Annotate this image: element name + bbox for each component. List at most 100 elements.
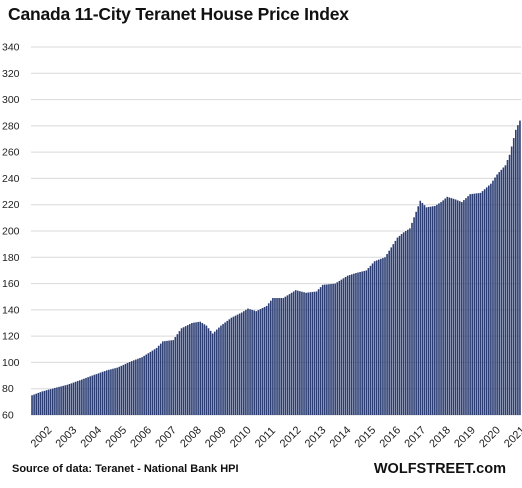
bar (199, 321, 202, 415)
bar (76, 380, 79, 415)
bar (122, 364, 125, 415)
bar (392, 244, 395, 415)
bar (296, 290, 299, 415)
bar (475, 193, 478, 415)
bar (319, 287, 322, 415)
bar (510, 146, 513, 416)
bar (130, 361, 133, 415)
bar (340, 279, 343, 415)
bar (224, 322, 226, 415)
bar (438, 203, 440, 415)
bar (186, 325, 189, 415)
y-tick-label: 220 (2, 199, 20, 211)
bar (253, 310, 256, 415)
bar (334, 283, 336, 415)
bar (467, 196, 469, 415)
bar (60, 386, 62, 415)
bar (436, 204, 438, 415)
bar (58, 386, 60, 415)
bar (43, 390, 46, 415)
bar (153, 349, 156, 415)
bar (132, 360, 135, 415)
bar (145, 354, 148, 415)
bar (197, 321, 199, 415)
bar (303, 292, 305, 415)
bar (31, 395, 33, 415)
bars (31, 120, 521, 416)
bar (305, 292, 307, 415)
bar (159, 343, 162, 415)
bar (294, 290, 297, 415)
bar (228, 319, 231, 415)
bar (112, 368, 114, 415)
bar (332, 283, 334, 415)
bar (245, 309, 247, 415)
bar (168, 340, 170, 415)
bar (346, 275, 349, 415)
bar (402, 232, 405, 415)
bar (68, 383, 71, 415)
bar (506, 160, 509, 415)
bar (139, 357, 141, 415)
bar (363, 270, 366, 415)
x-tick-label: 2003 (54, 424, 80, 450)
y-tick-label: 200 (2, 226, 20, 238)
bar (425, 207, 428, 415)
bar (415, 211, 417, 415)
bar (157, 345, 160, 415)
bar (282, 298, 285, 415)
bar (56, 387, 58, 415)
bar (342, 278, 345, 415)
bar (93, 374, 96, 415)
bar (429, 206, 432, 415)
bar (270, 300, 272, 415)
bar (155, 347, 158, 415)
y-tick-label: 260 (2, 147, 20, 159)
bar (326, 284, 328, 415)
x-tick-label: 2011 (253, 425, 278, 450)
bar (51, 388, 54, 415)
bar (361, 271, 363, 415)
y-tick-label: 180 (2, 252, 20, 264)
bar (141, 357, 143, 415)
bar (465, 198, 467, 415)
x-tick-label: 2020 (477, 424, 503, 450)
bar (292, 291, 295, 415)
bar (452, 198, 455, 415)
y-tick-label: 300 (2, 94, 20, 106)
x-tick-label: 2006 (128, 424, 154, 450)
x-tick-label: 2013 (303, 424, 329, 450)
bar (83, 378, 85, 415)
x-tick-label: 2014 (328, 424, 354, 450)
x-tick-label: 2009 (203, 424, 229, 450)
bar (240, 312, 243, 415)
bar (384, 257, 386, 415)
bar (255, 311, 258, 415)
bar (54, 387, 56, 415)
bar (469, 194, 471, 415)
x-tick-label: 2015 (353, 424, 379, 450)
bar (147, 353, 150, 415)
bar (205, 325, 208, 415)
bar (407, 229, 409, 415)
bar (288, 294, 291, 415)
bar (311, 291, 314, 415)
bar (367, 268, 370, 415)
bar (494, 177, 496, 415)
y-tick-label: 100 (2, 357, 20, 369)
bar (33, 394, 35, 415)
bar (101, 371, 104, 415)
bar (234, 315, 237, 415)
bar (417, 206, 420, 415)
bar (135, 359, 137, 415)
bar (78, 380, 81, 415)
bar (280, 298, 282, 415)
bar (421, 203, 424, 415)
bar (178, 331, 181, 415)
bar (39, 392, 42, 415)
bar (213, 331, 216, 415)
bar (118, 366, 121, 415)
bar (479, 192, 482, 415)
bar (126, 362, 129, 415)
bar (353, 273, 355, 415)
